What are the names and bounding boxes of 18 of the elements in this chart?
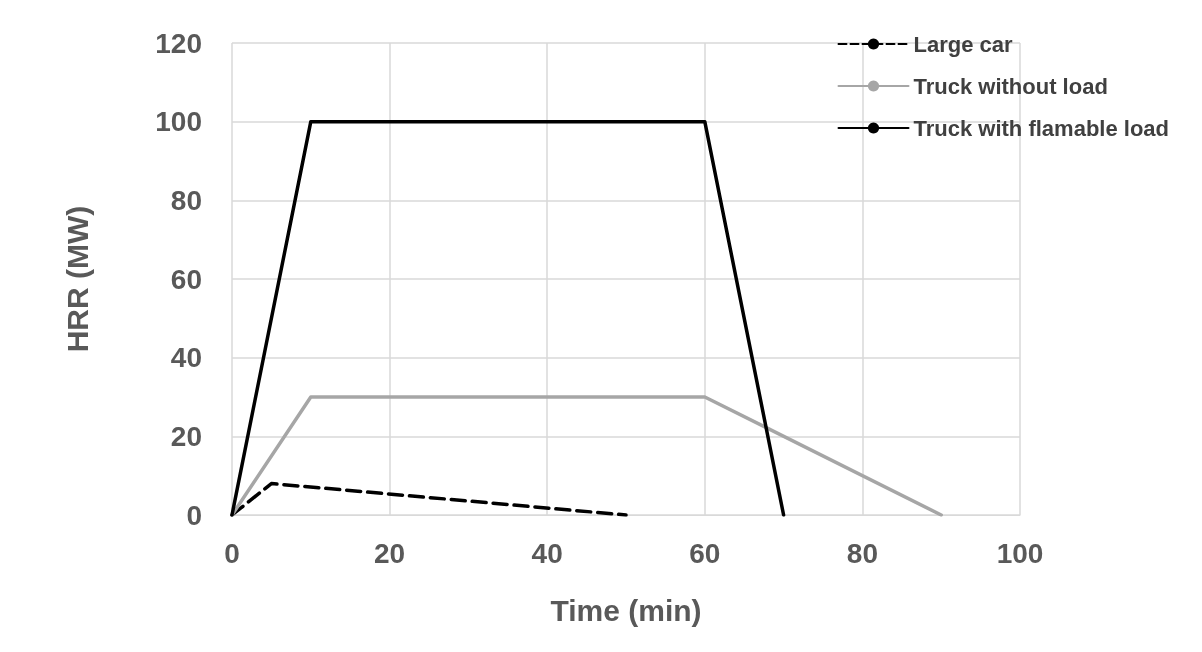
- x-tick-label: 20: [374, 537, 406, 569]
- x-tick-label: 100: [996, 537, 1044, 569]
- y-tick-label: 60: [170, 263, 202, 295]
- x-tick-label: 80: [846, 537, 878, 569]
- legend-label: Large car: [913, 31, 1013, 57]
- legend-label: Truck without load: [913, 73, 1108, 99]
- y-axis-title: HRR (MW): [60, 205, 94, 353]
- y-tick-label: 20: [170, 420, 202, 452]
- y-tick-label: 120: [155, 27, 202, 59]
- x-tick-label: 60: [689, 537, 721, 569]
- y-tick-label: 40: [170, 342, 202, 374]
- y-tick-label: 80: [170, 184, 202, 216]
- y-tick-label: 0: [186, 499, 202, 531]
- x-tick-label: 0: [224, 537, 240, 569]
- legend-label: Truck with flamable load: [913, 115, 1170, 141]
- x-tick-label: 40: [531, 537, 563, 569]
- x-axis-title: Time (min): [550, 593, 702, 627]
- y-tick-label: 100: [155, 106, 202, 138]
